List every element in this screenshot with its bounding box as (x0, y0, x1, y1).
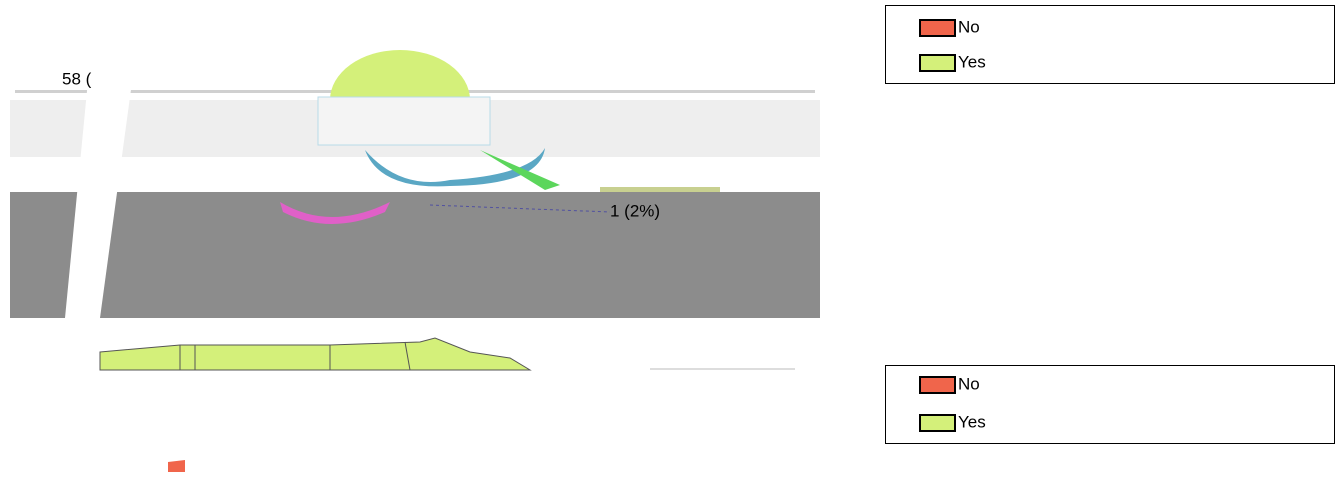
pie-slice (330, 50, 470, 100)
glitch-line (650, 368, 795, 370)
data-label: 1 (2%) (610, 201, 660, 220)
legend-swatch (919, 54, 956, 72)
glitch-strip (65, 60, 135, 318)
legend-swatch (919, 19, 956, 37)
legend-box (885, 5, 1335, 84)
map-shape (99, 337, 532, 371)
legend-label: No (958, 17, 980, 36)
legend-swatch (919, 414, 956, 432)
legend-swatch (919, 376, 956, 394)
glitch-arc (365, 148, 545, 187)
glitch-line (600, 187, 720, 192)
legend-label: Yes (958, 412, 986, 431)
glitch-block (10, 192, 820, 318)
leader-line (429, 204, 611, 213)
data-label: 58 ( (62, 69, 92, 88)
map-border (404, 341, 411, 371)
legend: No Yes (885, 5, 1335, 84)
legend-label: No (958, 374, 980, 393)
legend: No Yes (885, 365, 1335, 444)
pie-slice (280, 202, 390, 224)
legend-label: Yes (958, 52, 986, 71)
legend-box (885, 365, 1335, 444)
glitch-wedge (480, 150, 560, 190)
map-shape (168, 460, 185, 472)
glitch-block (317, 96, 491, 146)
